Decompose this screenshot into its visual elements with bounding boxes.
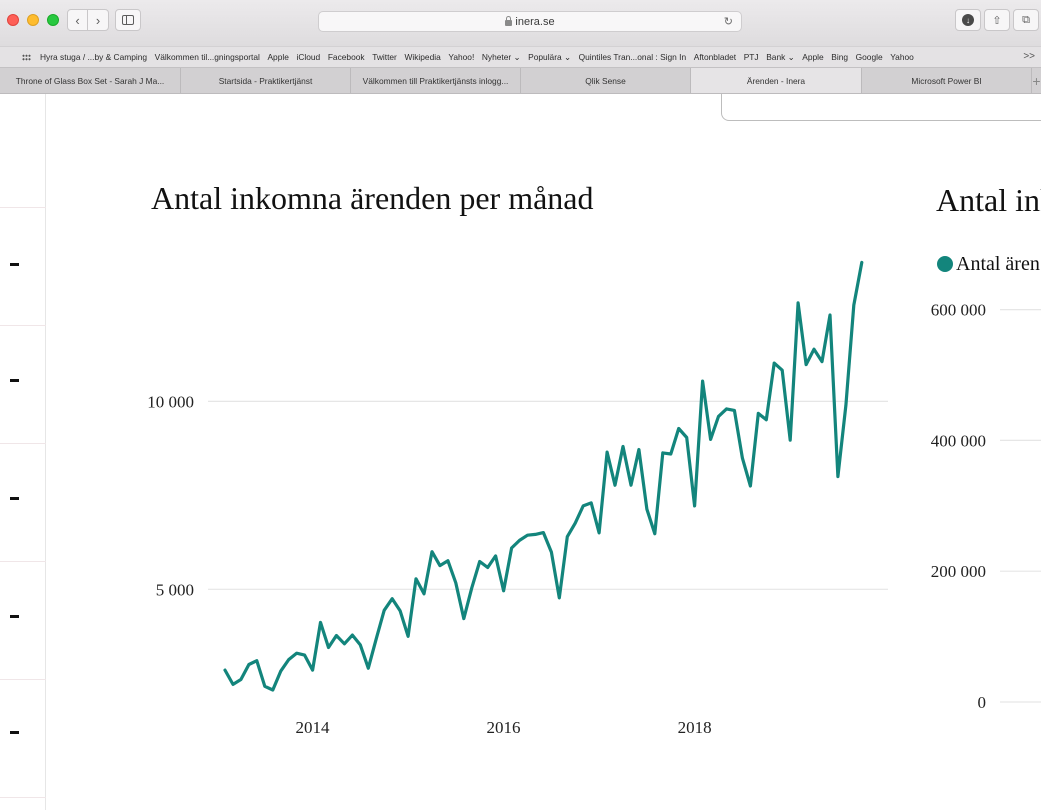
bookmark-item[interactable]: Google bbox=[855, 52, 883, 62]
bookmark-item[interactable]: Nyheter ⌄ bbox=[481, 52, 521, 62]
minimize-window-button[interactable] bbox=[27, 14, 39, 26]
x-tick-label: 2018 bbox=[678, 718, 712, 737]
bookmark-item[interactable]: Apple bbox=[267, 52, 289, 62]
axis-tick-mark bbox=[10, 497, 19, 500]
chevron-left-icon: ‹ bbox=[75, 12, 80, 28]
downloads-button[interactable]: ↓ bbox=[955, 9, 981, 31]
back-button[interactable]: ‹ bbox=[67, 9, 88, 31]
bookmark-item[interactable]: Quintiles Tran...onal : Sign In bbox=[578, 52, 687, 62]
new-tab-button[interactable]: + bbox=[1032, 72, 1041, 89]
y-tick-label: 400 000 bbox=[931, 431, 986, 450]
bookmarks-overflow-button[interactable]: >> bbox=[1023, 51, 1035, 62]
bookmark-item[interactable]: Bing bbox=[831, 52, 849, 62]
forward-button[interactable]: › bbox=[88, 9, 109, 31]
series-line bbox=[223, 260, 864, 692]
y-tick-label: 5 000 bbox=[156, 580, 194, 599]
monthly-cases-chart: Antal inkomna ärenden per månad 5 000 10 0… bbox=[147, 180, 888, 737]
browser-tab[interactable]: Microsoft Power BI bbox=[862, 68, 1032, 93]
chart-title: Antal inkomna ärenden per månad bbox=[151, 180, 594, 216]
bookmark-item[interactable]: Hyra stuga / ...by & Camping bbox=[40, 52, 148, 62]
bookmark-item[interactable]: Aftonbladet bbox=[693, 52, 737, 62]
lock-icon bbox=[505, 15, 513, 26]
browser-tab[interactable]: Qlik Sense bbox=[521, 68, 691, 93]
y-tick-label: 200 000 bbox=[931, 562, 986, 581]
grid-icon[interactable] bbox=[22, 54, 31, 61]
bookmark-item[interactable]: Facebook bbox=[327, 52, 365, 62]
address-bar[interactable]: inera.se ↻ bbox=[318, 11, 742, 32]
axis-tick-mark bbox=[10, 615, 19, 618]
x-tick-label: 2014 bbox=[296, 718, 331, 737]
share-icon: ⇧ bbox=[992, 14, 1002, 27]
bookmark-item[interactable]: Populära ⌄ bbox=[528, 52, 572, 62]
panel-divider bbox=[0, 561, 46, 562]
tabs-icon: ⧉ bbox=[1022, 13, 1030, 26]
chart-title: Antal ink bbox=[936, 182, 1041, 218]
browser-tab[interactable]: Välkommen till Praktikertjänsts inlogg..… bbox=[351, 68, 521, 93]
bookmark-item[interactable]: PTJ bbox=[743, 52, 759, 62]
panel-divider bbox=[0, 443, 46, 444]
download-icon: ↓ bbox=[962, 14, 974, 26]
bookmark-item[interactable]: Apple bbox=[802, 52, 824, 62]
y-tick-label: 600 000 bbox=[931, 301, 986, 320]
y-tick-label: 0 bbox=[978, 693, 987, 712]
cases-chart-right: Antal ink Antal ären 0 200 000 400 000 600 00… bbox=[931, 182, 1041, 712]
bookmark-item[interactable]: Wikipedia bbox=[404, 52, 441, 62]
zoom-window-button[interactable] bbox=[47, 14, 59, 26]
tab-overview-button[interactable]: ⧉ bbox=[1013, 9, 1039, 31]
axis-tick-mark bbox=[10, 379, 19, 382]
page-content: Antal inkomna ärenden per månad 5 000 10 0… bbox=[0, 94, 1041, 810]
axis-tick-mark bbox=[10, 263, 19, 266]
browser-titlebar: ‹ › inera.se ↻ ↓ ⇧ ⧉ bbox=[0, 0, 1041, 46]
legend-marker bbox=[937, 256, 953, 272]
bookmark-item[interactable]: Twitter bbox=[372, 52, 397, 62]
bookmark-list: Hyra stuga / ...by & Camping Välkommen ti… bbox=[40, 52, 921, 62]
tab-bar: Throne of Glass Box Set - Sarah J Ma... S… bbox=[0, 67, 1041, 94]
y-tick-label: 10 000 bbox=[147, 392, 194, 411]
legend-label: Antal ären bbox=[956, 253, 1040, 275]
bookmark-item[interactable]: Yahoo! bbox=[448, 52, 475, 62]
reload-icon[interactable]: ↻ bbox=[723, 16, 733, 28]
share-button[interactable]: ⇧ bbox=[984, 9, 1010, 31]
top-panel-edge bbox=[721, 94, 1041, 121]
bookmark-item[interactable]: Välkommen til...gningsportal bbox=[154, 52, 260, 62]
chevron-right-icon: › bbox=[95, 12, 101, 28]
axis-tick-mark bbox=[10, 731, 19, 734]
bookmarks-bar: Hyra stuga / ...by & Camping Välkommen ti… bbox=[0, 46, 1041, 67]
bookmark-item[interactable]: iCloud bbox=[296, 52, 321, 62]
browser-tab[interactable]: Startsida - Praktikertjänst bbox=[181, 68, 351, 93]
bookmark-item[interactable]: Bank ⌄ bbox=[766, 52, 795, 62]
address-text: inera.se bbox=[515, 15, 555, 28]
sidebar-icon bbox=[122, 15, 134, 25]
x-tick-label: 2016 bbox=[487, 718, 521, 737]
panel-divider bbox=[0, 679, 46, 680]
browser-tab[interactable]: Ärenden - Inera bbox=[691, 68, 862, 93]
bookmark-item[interactable]: Yahoo bbox=[890, 52, 914, 62]
left-panel bbox=[0, 94, 46, 810]
panel-divider bbox=[0, 797, 46, 798]
sidebar-toggle-button[interactable] bbox=[115, 9, 141, 31]
close-window-button[interactable] bbox=[7, 14, 19, 26]
browser-tab[interactable]: Throne of Glass Box Set - Sarah J Ma... bbox=[0, 68, 181, 93]
panel-divider bbox=[0, 207, 46, 208]
panel-divider bbox=[0, 325, 46, 326]
